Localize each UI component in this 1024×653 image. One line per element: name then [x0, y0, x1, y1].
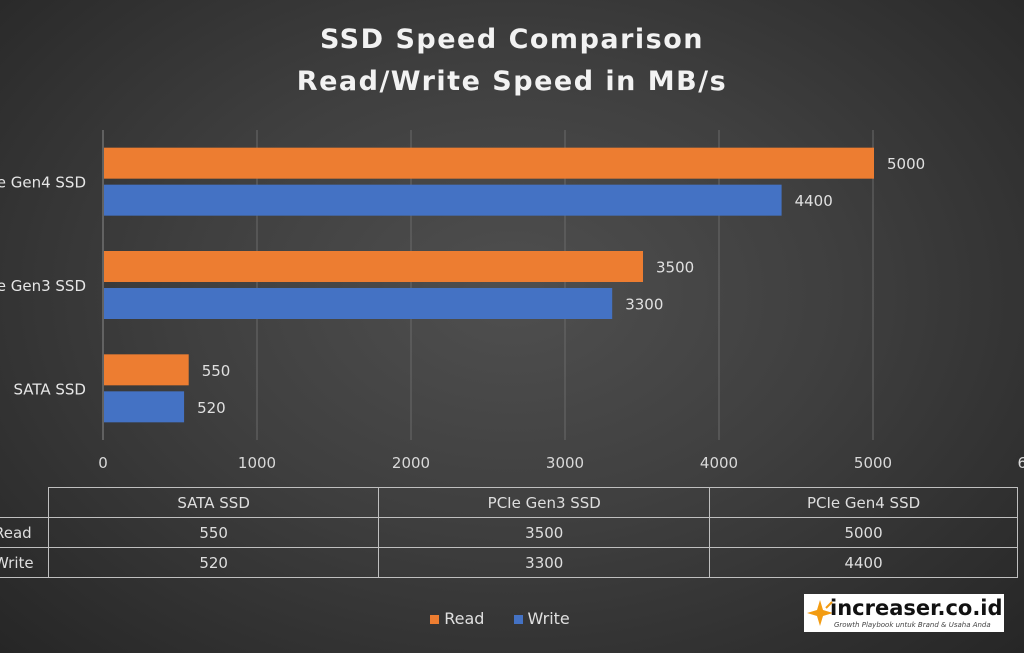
bar-chart: 0 1000 2000 3000 4000 5000 60 e Gen4 SSD 5000 440… [0, 130, 1024, 472]
bar-read-pcie-gen3-ssd [104, 251, 643, 282]
category-label: e Gen4 SSD [0, 174, 86, 192]
bar-write-pcie-gen4-ssd [104, 184, 782, 216]
legend-swatch-read [430, 615, 440, 624]
table-cell: 5000 [709, 517, 1018, 548]
bar-write-sata-ssd [104, 391, 185, 423]
bar-read-pcie-gen4-ssd [104, 147, 874, 179]
x-tick-label: 1000 [238, 454, 276, 472]
legend-item-write: Write [513, 609, 570, 628]
chart-subtitle: Read/Write Speed in MB/s [296, 66, 728, 97]
category-label: SATA SSD [13, 380, 86, 398]
table-row: Write 520 3300 4400 [0, 547, 1018, 578]
table-cell: 4400 [709, 547, 1018, 578]
table-header: SATA SSD [47, 487, 380, 518]
data-label: 520 [197, 399, 226, 417]
table-cell: 520 [47, 547, 380, 578]
table-header-row: SATA SSD PCIe Gen3 SSD PCIe Gen4 SSD [0, 487, 1018, 518]
data-label: 5000 [887, 155, 925, 173]
data-label: 4400 [795, 192, 833, 210]
chart-legend: Read Write [0, 609, 1000, 628]
data-label: 3300 [625, 296, 663, 314]
bar-read-sata-ssd [104, 354, 189, 386]
legend-item-read: Read [430, 609, 484, 628]
watermark-brand: increaser.co.id [830, 596, 1003, 620]
data-table: SATA SSD PCIe Gen3 SSD PCIe Gen4 SSD Rea… [0, 487, 1018, 578]
table-row-label: Write [0, 547, 49, 578]
table-header: PCIe Gen3 SSD [378, 487, 711, 518]
data-label: 550 [202, 362, 231, 380]
table-header: PCIe Gen4 SSD [709, 487, 1018, 518]
x-tick-label: 2000 [392, 454, 430, 472]
chart-title: SSD Speed Comparison [319, 24, 705, 55]
table-cell: 3300 [378, 547, 711, 578]
table-cell: 550 [47, 517, 380, 548]
x-tick-label: 0 [98, 454, 108, 472]
category-label: e Gen3 SSD [0, 277, 86, 295]
x-tick-label: 3000 [546, 454, 584, 472]
data-label: 3500 [656, 259, 694, 277]
legend-label-read: Read [444, 609, 485, 628]
watermark-tagline: Growth Playbook untuk Brand & Usaha Anda [834, 621, 991, 629]
table-row: Read 550 3500 5000 [0, 517, 1018, 548]
table-row-label: Read [0, 517, 49, 548]
bar-write-pcie-gen3-ssd [104, 288, 613, 319]
x-tick-label: 60 [1017, 454, 1024, 472]
x-tick-label: 4000 [700, 454, 738, 472]
x-tick-label: 5000 [854, 454, 892, 472]
legend-label-write: Write [527, 609, 570, 628]
sparkle-icon [807, 600, 833, 626]
legend-swatch-write [513, 615, 523, 624]
table-corner [0, 487, 49, 518]
table-cell: 3500 [378, 517, 711, 548]
watermark-logo: increaser.co.id Growth Playbook untuk Br… [804, 594, 1004, 632]
